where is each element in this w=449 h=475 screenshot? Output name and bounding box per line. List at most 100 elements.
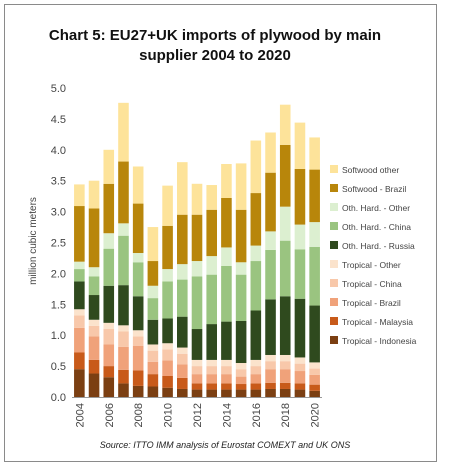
bar-segment [162, 269, 173, 282]
legend-label: Tropical - Brazil [342, 298, 401, 308]
bar-segment [118, 383, 129, 397]
bar-segment [162, 281, 173, 319]
bar-segment [235, 363, 247, 370]
x-axis: 2004 2006 2008 2010 2012 2014 2016 2018 2020 [72, 397, 322, 427]
bar-segment [177, 162, 188, 215]
bar-segment [147, 350, 159, 362]
bar-segment [177, 388, 188, 397]
bar-segment [147, 374, 159, 387]
x-tick-label: 2020 [310, 403, 322, 427]
bar-segment [265, 172, 276, 232]
bar-segment [279, 206, 291, 241]
bar-segment [191, 359, 203, 367]
bar-segment [294, 357, 306, 364]
bar-segment [294, 168, 306, 225]
bar-segment [162, 318, 173, 344]
legend-label: Tropical - Other [342, 260, 401, 270]
bar-segment [206, 324, 217, 360]
bar-segment [265, 382, 276, 389]
bar-segment [221, 374, 232, 384]
bar-segment [118, 235, 129, 286]
bar-segment [103, 233, 115, 249]
bar-segment [279, 144, 291, 207]
legend-label: Oth. Hard. - Other [342, 203, 410, 213]
bar-segment [221, 321, 232, 360]
chart-title: Chart 5: EU27+UK imports of plywood by m… [48, 27, 382, 64]
legend-label: Tropical - Indonesia [342, 336, 417, 346]
bar-segment [74, 315, 85, 328]
legend-label: Tropical - Malaysia [342, 317, 413, 327]
bar-segment [294, 249, 306, 299]
bar-segment [309, 222, 320, 247]
bar-segment [118, 285, 129, 326]
bar-segment [103, 183, 115, 234]
bar-segment [88, 276, 100, 296]
legend-swatch [330, 203, 338, 211]
bar-segment [103, 377, 115, 397]
bar-segment [74, 352, 85, 370]
bar-segment [250, 261, 262, 311]
bar-segment [279, 104, 291, 145]
bar-segment [88, 267, 100, 277]
bar-segment [118, 346, 129, 370]
bar-segment [103, 366, 115, 378]
bar-segment [294, 224, 306, 250]
bar-segment [132, 203, 144, 254]
bar-segment [88, 319, 100, 326]
bar-segment [221, 265, 232, 322]
bar-segment [103, 248, 115, 286]
bar-segment [162, 225, 173, 270]
bar-segment [88, 336, 100, 360]
bar-segment [162, 343, 173, 350]
bar-segment [103, 344, 115, 367]
bar-segment [88, 325, 100, 337]
legend-swatch [330, 279, 338, 287]
bar-segment [221, 389, 232, 397]
bar-segment [309, 246, 320, 306]
legend: Softwood other Softwood - Brazil Oth. Hard… [330, 165, 417, 346]
bar-segment [279, 296, 291, 355]
bar-segment [132, 345, 144, 371]
bar-segment [206, 185, 217, 210]
y-axis-label: million cubic meters [28, 197, 39, 285]
bar-segment [132, 262, 144, 297]
y-tick-label: 1.5 [51, 299, 66, 311]
bar-segment [147, 261, 159, 286]
bar-segment [191, 366, 203, 375]
y-tick-label: 4.5 [51, 114, 66, 126]
bar-segment [191, 383, 203, 390]
legend-label: Tropical - China [342, 279, 402, 289]
bar-segment [88, 208, 100, 268]
bar-segment [235, 389, 247, 397]
bar-segment [206, 209, 217, 257]
legend-label: Oth. Hard. - China [342, 222, 411, 232]
bar-segment [177, 377, 188, 389]
bar-segment [235, 209, 247, 263]
bar-segment [250, 383, 262, 390]
bar-segment [74, 281, 85, 310]
y-tick-label: 3.5 [51, 176, 66, 188]
bar-segment [147, 361, 159, 375]
bars [74, 102, 320, 397]
legend-label: Softwood other [342, 165, 399, 175]
bar-segment [309, 305, 320, 363]
bar-segment [235, 384, 247, 390]
bar-segment [250, 359, 262, 367]
bar-segment [265, 369, 276, 383]
bar-segment [221, 247, 232, 266]
bar-segment [250, 245, 262, 262]
bar-segment [103, 149, 115, 184]
bar-segment [147, 319, 159, 345]
bar-segment [206, 274, 217, 325]
legend-swatch [330, 184, 338, 192]
bar-segment [250, 140, 262, 194]
bar-segment [177, 264, 188, 280]
y-tick-label: 2.5 [51, 238, 66, 250]
bar-segment [279, 388, 291, 397]
bar-segment [191, 183, 203, 215]
bar-segment [74, 369, 85, 397]
bar-segment [118, 102, 129, 162]
bar-segment [191, 329, 203, 360]
bar-segment [250, 193, 262, 246]
bar-segment [177, 316, 188, 348]
